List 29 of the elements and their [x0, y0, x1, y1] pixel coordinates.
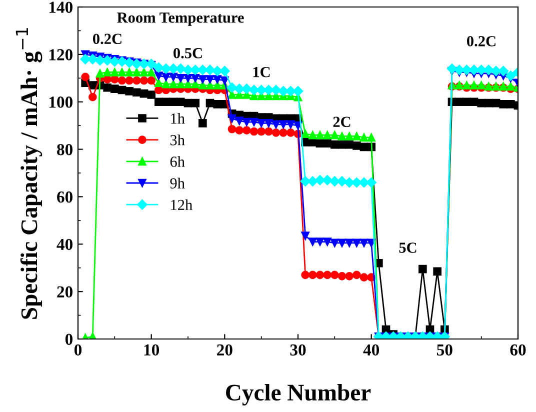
- annotation: 0.5C: [174, 48, 202, 58]
- y-tick-label: 60: [57, 191, 73, 203]
- annotation: 0.2C: [466, 36, 496, 46]
- x-tick-label: 10: [144, 344, 160, 356]
- annotation: 0.2C: [92, 34, 122, 44]
- legend-label: 9h: [170, 178, 185, 188]
- y-tick-label: 120: [49, 49, 73, 60]
- x-axis-title: Cycle Number: [226, 384, 371, 406]
- legend-label: 12h: [171, 199, 192, 210]
- annotation: 2C: [333, 116, 350, 128]
- y-tick-label: 140: [49, 2, 73, 13]
- y-tick-label: 40: [56, 238, 73, 250]
- y-tick-label: 0: [65, 334, 73, 345]
- y-tick-label: 100: [49, 96, 73, 108]
- x-tick-label: 20: [217, 344, 232, 356]
- x-tick-label: 0: [74, 344, 82, 356]
- y-tick-label: 20: [57, 286, 73, 298]
- annotation: Room Temperature: [117, 12, 244, 26]
- legend-label: 6h: [170, 156, 185, 167]
- y-tick-label: 80: [57, 144, 73, 156]
- annotation: 1C: [253, 66, 270, 78]
- annotation: 5C: [399, 242, 416, 253]
- legend-label: 1h: [171, 112, 185, 124]
- y-axis-title: Specific Capacity / mAh· g$^{−1}$: [16, 28, 42, 319]
- x-tick-label: 40: [363, 344, 380, 356]
- x-tick-label: 60: [510, 344, 526, 356]
- legend-label: 3h: [170, 134, 185, 146]
- x-tick-label: 30: [290, 344, 306, 356]
- x-tick-label: 50: [437, 344, 452, 356]
